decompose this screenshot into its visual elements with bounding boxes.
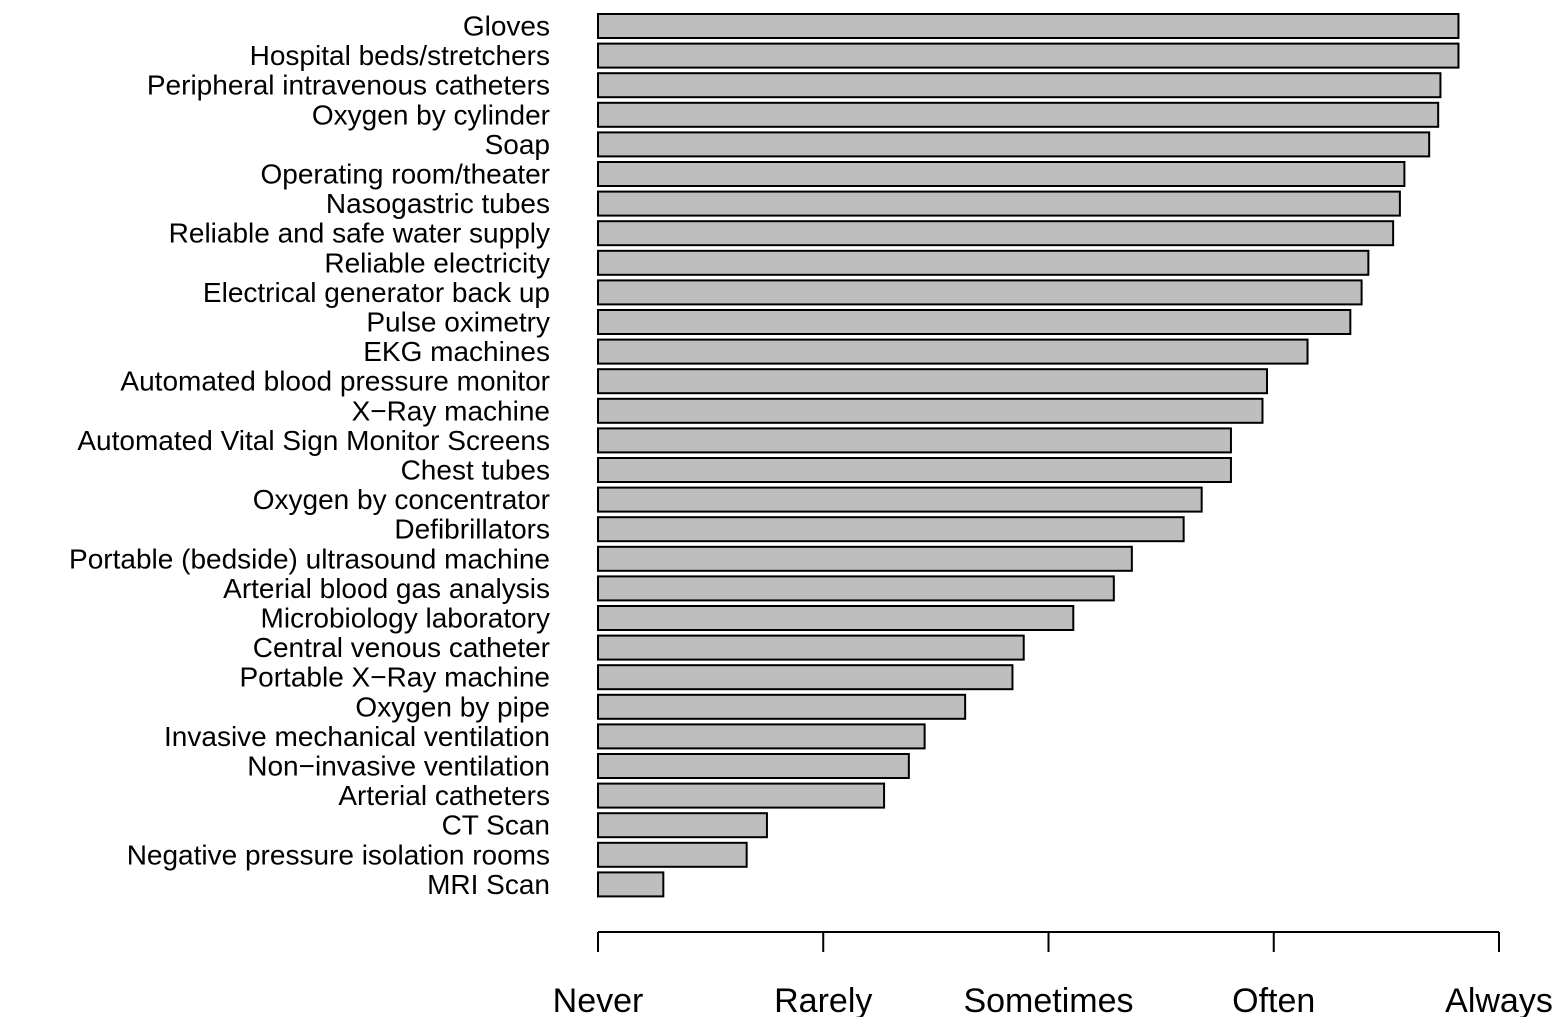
x-tick-label: Always xyxy=(1445,982,1553,1017)
category-label: Oxygen by concentrator xyxy=(253,484,550,515)
category-label: Arterial blood gas analysis xyxy=(223,573,550,604)
category-label: Pulse oximetry xyxy=(366,307,550,338)
bar xyxy=(597,486,1203,513)
bar xyxy=(597,161,1406,187)
bar xyxy=(597,634,1025,661)
category-label: Gloves xyxy=(463,11,550,42)
bar xyxy=(597,723,926,750)
bar xyxy=(597,693,967,720)
bar xyxy=(597,397,1264,424)
bar xyxy=(597,782,886,809)
category-label: Portable X−Ray machine xyxy=(239,662,550,693)
bar xyxy=(597,812,768,839)
category-label: Portable (bedside) ultrasound machine xyxy=(69,543,550,574)
bar xyxy=(597,309,1352,335)
category-label: Hospital beds/stretchers xyxy=(250,40,550,71)
category-label: Arterial catheters xyxy=(338,780,550,811)
category-label: X−Ray machine xyxy=(352,395,550,426)
category-label: Oxygen by pipe xyxy=(355,691,550,722)
category-label: Defibrillators xyxy=(394,514,550,545)
bar xyxy=(597,427,1232,454)
category-label: Automated Vital Sign Monitor Screens xyxy=(77,425,550,456)
x-tick-label: Often xyxy=(1232,982,1315,1017)
category-label: Oxygen by cylinder xyxy=(312,99,550,130)
category-label: Chest tubes xyxy=(401,455,550,486)
category-label: Automated blood pressure monitor xyxy=(120,366,550,397)
category-label: Electrical generator back up xyxy=(203,277,550,308)
category-label: Microbiology laboratory xyxy=(261,603,550,634)
category-label: Peripheral intravenous catheters xyxy=(147,70,550,101)
bar xyxy=(597,516,1185,543)
bar xyxy=(597,605,1075,631)
category-label: MRI Scan xyxy=(427,869,550,900)
x-tick-label: Sometimes xyxy=(963,982,1133,1017)
bar xyxy=(597,664,1014,691)
category-label: EKG machines xyxy=(363,336,550,367)
x-axis: Never Rarely Sometimes Often Always xyxy=(553,931,1553,1017)
bar xyxy=(597,871,665,898)
category-label: Non−invasive ventilation xyxy=(247,751,550,782)
category-label: Negative pressure isolation rooms xyxy=(127,839,550,870)
bars-group xyxy=(597,13,1460,898)
bar xyxy=(597,220,1395,247)
bar xyxy=(597,190,1401,217)
x-tick-label: Never xyxy=(553,982,644,1017)
category-label: Reliable and safe water supply xyxy=(169,218,550,249)
category-label: Nasogastric tubes xyxy=(326,188,550,219)
bar xyxy=(597,457,1232,483)
bar xyxy=(597,249,1370,276)
bar xyxy=(597,545,1133,572)
bar xyxy=(597,841,748,868)
bar xyxy=(597,279,1363,306)
category-label: Reliable electricity xyxy=(324,247,550,278)
bar xyxy=(597,131,1431,158)
bar xyxy=(597,42,1460,69)
bar xyxy=(597,338,1309,365)
category-label: Operating room/theater xyxy=(261,159,551,190)
category-label: Central venous catheter xyxy=(253,632,550,663)
bar xyxy=(597,753,910,779)
bar xyxy=(597,368,1268,395)
category-label: CT Scan xyxy=(442,810,550,841)
x-tick-label: Rarely xyxy=(774,982,872,1017)
bar xyxy=(597,101,1440,128)
bar xyxy=(597,575,1115,602)
category-label: Invasive mechanical ventilation xyxy=(164,721,550,752)
category-label: Soap xyxy=(485,129,550,160)
bar xyxy=(597,72,1442,99)
bar xyxy=(597,13,1460,39)
